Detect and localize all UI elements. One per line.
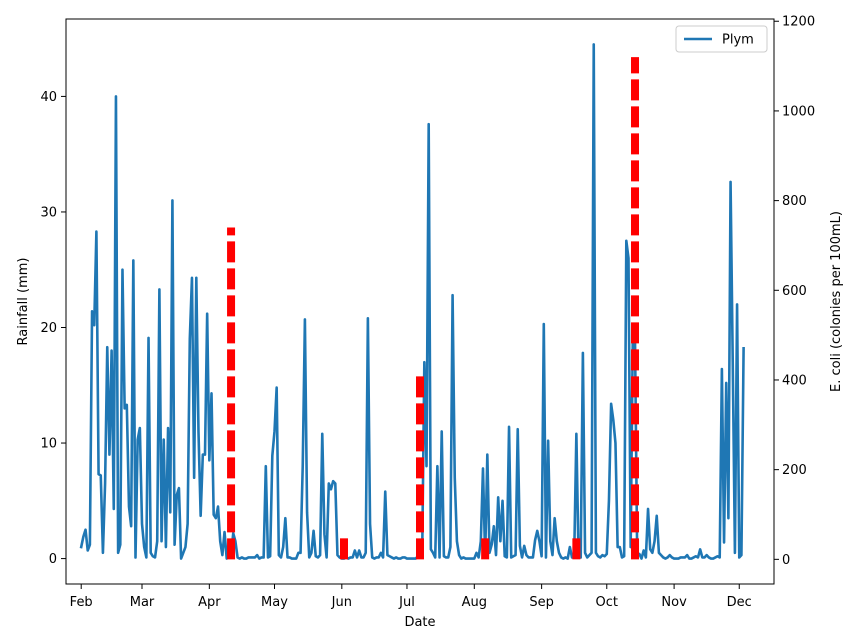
x-tick-label-aug: Aug [462, 595, 487, 610]
y-right-tick-label-200: 200 [782, 463, 807, 478]
x-tick-label-mar: Mar [130, 595, 155, 610]
y-right-tick-label-0: 0 [782, 553, 790, 568]
y-right-tick-label-400: 400 [782, 373, 807, 388]
x-tick-label-feb: Feb [70, 595, 93, 610]
legend-label-plym: Plym [722, 33, 754, 48]
y-left-tick-label-10: 10 [40, 437, 57, 452]
y-right-axis-label: E. coli (colonies per 100mL) [829, 211, 844, 392]
y-left-tick-label-40: 40 [40, 90, 57, 105]
y-right-tick-label-1000: 1000 [782, 104, 815, 119]
y-right-tick-label-800: 800 [782, 194, 807, 209]
x-tick-label-dec: Dec [727, 595, 752, 610]
y-left-tick-label-0: 0 [49, 552, 57, 567]
x-tick-label-oct: Oct [596, 595, 618, 610]
x-tick-label-jun: Jun [331, 595, 352, 610]
x-tick-label-jul: Jul [398, 595, 415, 610]
series-group [79, 43, 745, 560]
y-left-tick-label-30: 30 [40, 205, 57, 220]
x-tick-label-may: May [261, 595, 288, 610]
x-axis-label: Date [404, 615, 435, 630]
x-tick-label-sep: Sep [529, 595, 554, 610]
y-right-tick-label-600: 600 [782, 284, 807, 299]
axes-frame [65, 18, 775, 585]
x-tick-label-nov: Nov [661, 595, 687, 610]
legend-box [675, 25, 768, 53]
x-tick-label-apr: Apr [198, 595, 221, 610]
y-left-tick-label-20: 20 [40, 321, 57, 336]
plot-area [79, 43, 745, 560]
y-right-tick-label-1200: 1200 [782, 15, 815, 30]
axes: Feb Mar Apr May Jun Jul Aug Sep Oct Nov Dec 0 10 20 30… [16, 15, 844, 630]
y-left-axis-label: Rainfall (mm) [16, 258, 31, 346]
legend: Plym [675, 25, 768, 53]
